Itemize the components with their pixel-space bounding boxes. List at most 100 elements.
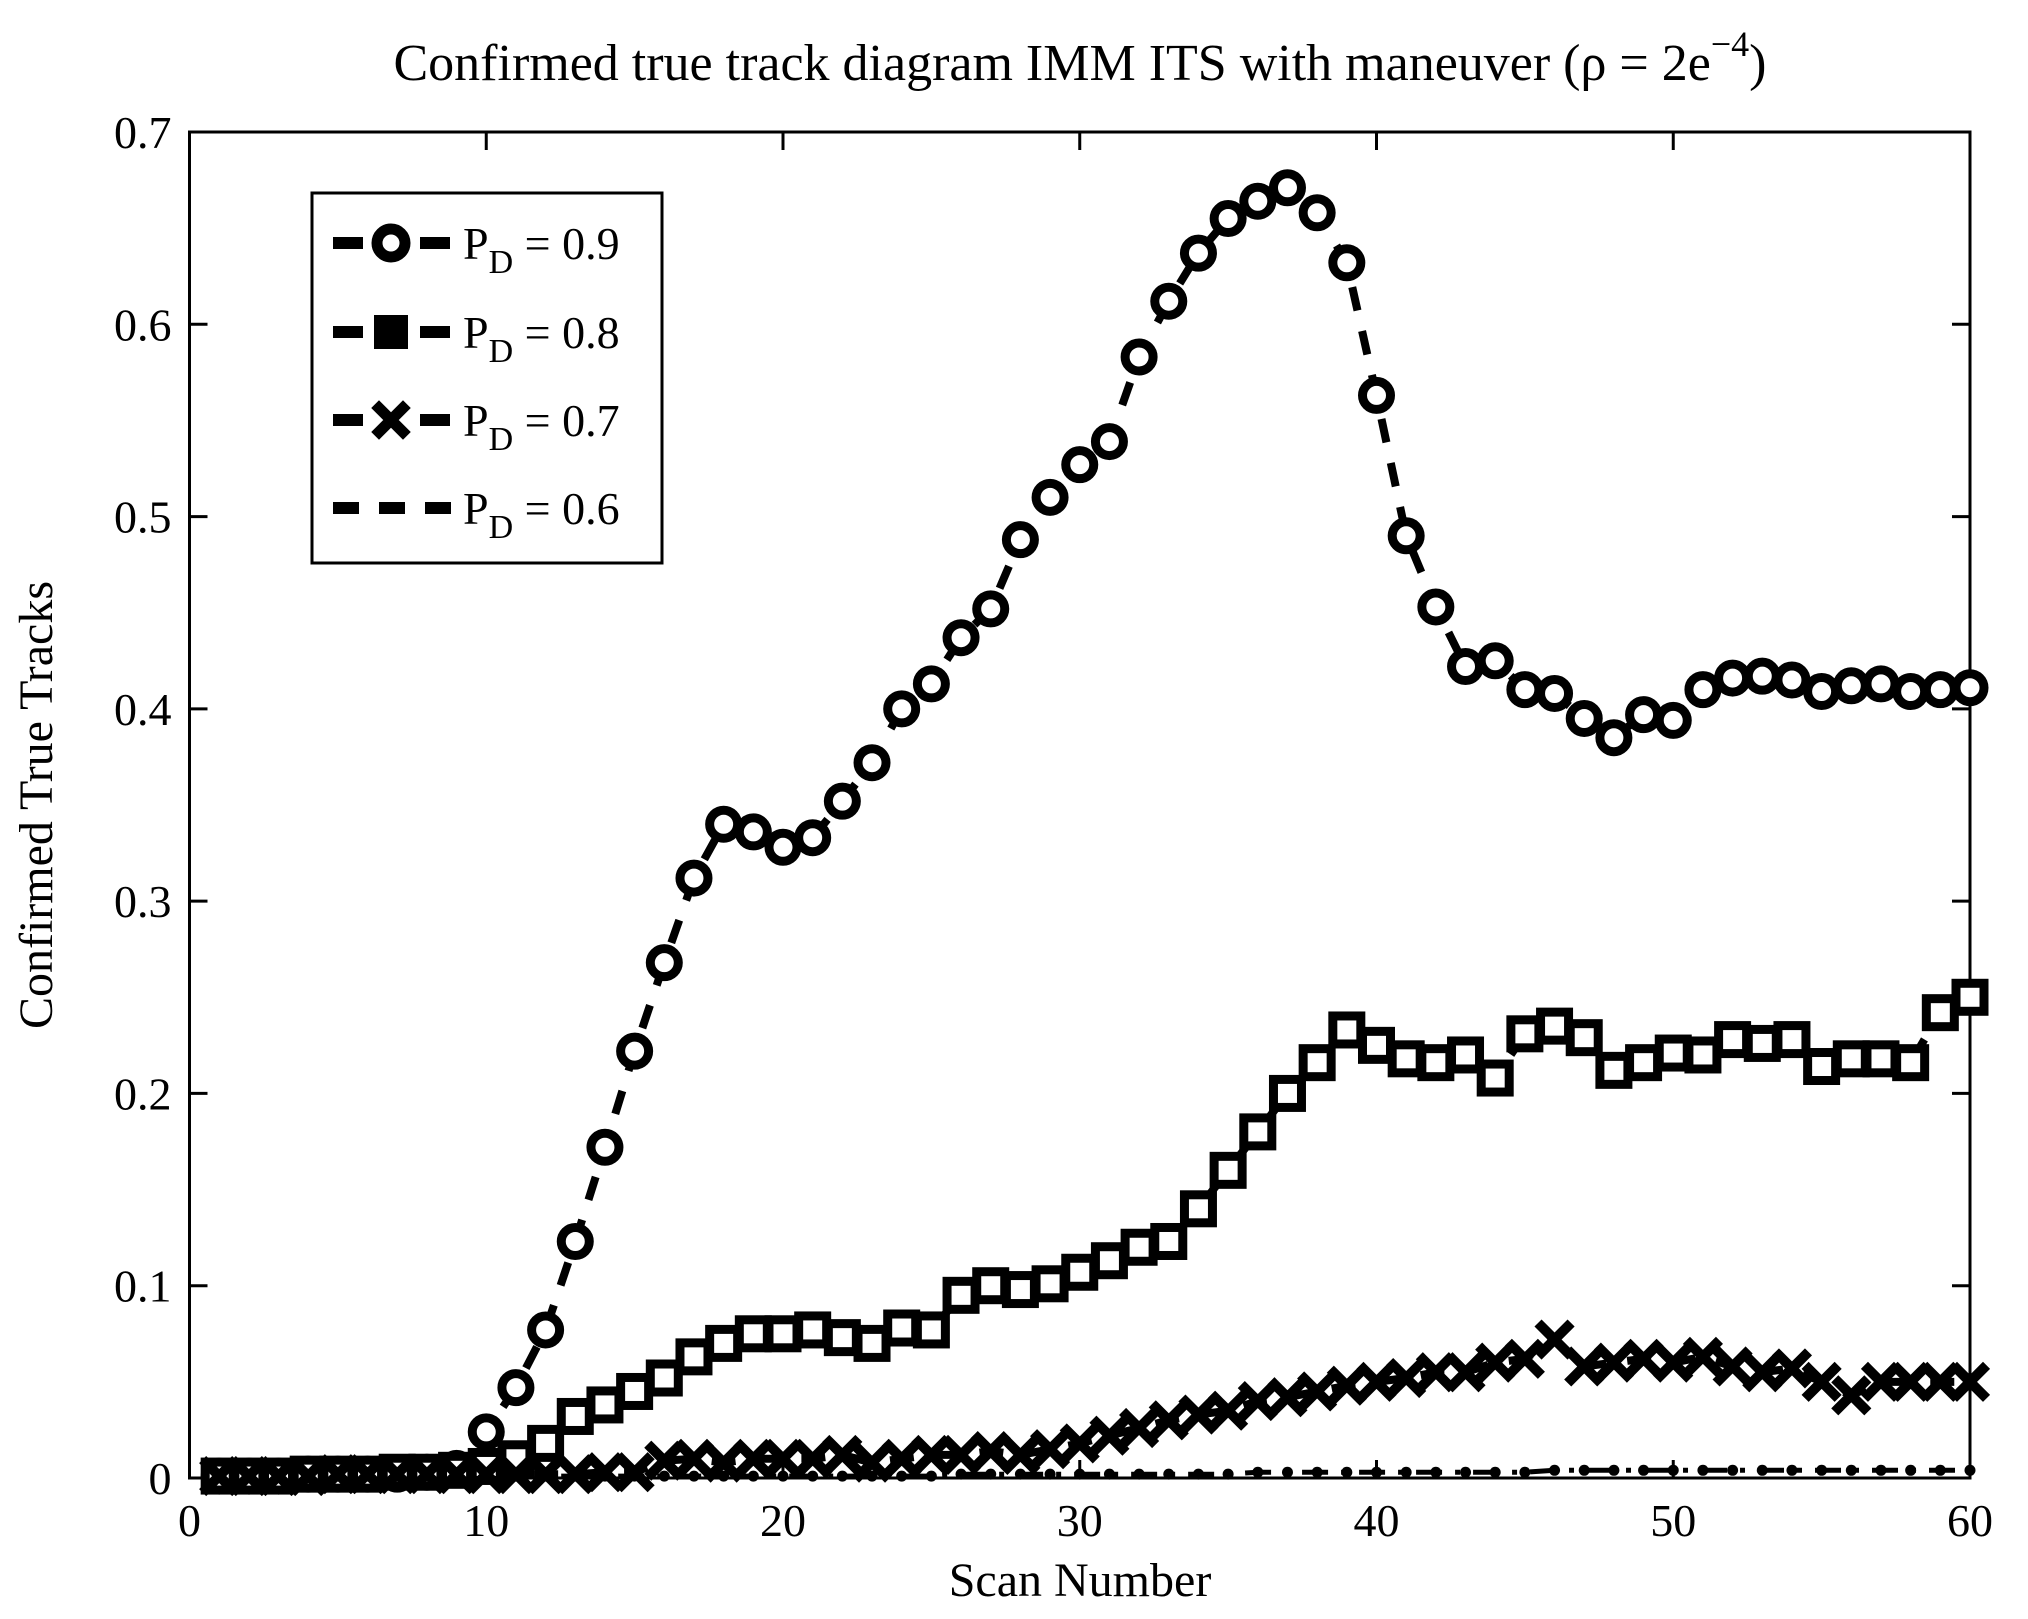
dot-marker	[480, 1470, 492, 1482]
circle-marker	[1684, 671, 1722, 709]
x-marker	[1949, 1361, 1991, 1402]
dot-marker	[1727, 1464, 1739, 1476]
series-markers	[199, 169, 1991, 1497]
dot-marker	[1192, 1468, 1204, 1480]
dot-marker	[1786, 1464, 1798, 1476]
x-marker	[911, 1434, 952, 1476]
square-marker	[912, 1311, 950, 1349]
square-marker	[1239, 1113, 1277, 1151]
markers-P_D=0.8	[200, 978, 1989, 1495]
dot-marker	[213, 1470, 225, 1482]
legend-entry: PD = 0.6	[333, 483, 620, 546]
square-marker	[1209, 1151, 1247, 1189]
markers-P_D=0.7	[199, 1319, 1991, 1497]
dot-marker	[866, 1470, 878, 1482]
circle-marker	[616, 1032, 654, 1070]
circle-marker	[1892, 673, 1930, 711]
dot-marker	[836, 1470, 848, 1482]
circle-marker	[1921, 671, 1959, 709]
square-marker	[1625, 1044, 1663, 1082]
circle-marker	[1803, 673, 1841, 711]
x-marker	[1445, 1352, 1486, 1393]
square-marker	[675, 1338, 713, 1376]
square-marker	[705, 1324, 743, 1362]
legend-entry: PD = 0.8	[333, 307, 620, 370]
dot-marker	[451, 1470, 463, 1482]
circle-marker	[942, 619, 980, 657]
square-marker	[556, 1397, 594, 1435]
square-marker	[883, 1309, 921, 1347]
x-marker	[1148, 1400, 1189, 1441]
square-marker	[586, 1386, 624, 1424]
dot-marker	[302, 1470, 314, 1482]
x-marker	[1000, 1434, 1041, 1476]
legend: PD = 0.9 PD = 0.8 PD = 0.7 PD = 0.6	[310, 191, 664, 565]
circle-marker	[1565, 699, 1603, 737]
dot-marker	[925, 1470, 937, 1482]
circle-marker	[1239, 182, 1277, 220]
square-marker	[764, 1315, 802, 1353]
y-axis-label: Confirmed True Tracks	[10, 581, 63, 1029]
x-marker	[762, 1438, 804, 1479]
dot-marker	[1430, 1466, 1442, 1478]
square-marker	[1684, 1036, 1722, 1074]
circle-marker	[1476, 642, 1514, 680]
circle-marker	[1298, 194, 1336, 232]
square-marker	[1832, 1040, 1870, 1078]
square-marker	[823, 1319, 861, 1357]
dot-marker	[1489, 1466, 1501, 1478]
circle-marker	[734, 813, 772, 851]
legend-entry: PD = 0.9	[333, 218, 620, 281]
circle-marker	[1031, 478, 1069, 516]
circle-marker	[645, 944, 683, 982]
markers-P_D=0.6	[213, 1464, 1976, 1482]
dot-marker	[1697, 1464, 1709, 1476]
square-marker	[1565, 1019, 1603, 1057]
x-marker	[1623, 1338, 1664, 1379]
square-marker	[1506, 1015, 1544, 1053]
dot-marker	[1281, 1466, 1293, 1478]
x-marker	[1029, 1429, 1071, 1470]
x-marker	[1119, 1407, 1160, 1449]
circle-marker	[467, 1413, 505, 1451]
dot-marker	[777, 1470, 789, 1482]
dot-marker	[1341, 1466, 1353, 1478]
x-marker	[1742, 1352, 1783, 1393]
x-marker	[644, 1440, 685, 1481]
legend-label: PD = 0.6	[463, 483, 620, 546]
circle-marker	[1328, 244, 1366, 282]
circle-marker	[527, 1311, 565, 1349]
circle-marker	[1358, 376, 1395, 414]
dot-marker	[896, 1470, 908, 1482]
x-marker	[970, 1431, 1011, 1472]
dot-marker	[1816, 1464, 1828, 1476]
dot-marker	[362, 1470, 374, 1482]
circle-marker	[1387, 517, 1425, 555]
dot-marker	[1371, 1466, 1382, 1478]
x-marker	[1386, 1357, 1427, 1399]
circle-marker	[586, 1128, 624, 1166]
circle-marker	[1268, 169, 1306, 207]
dot-marker	[540, 1470, 552, 1482]
y-tick-label: 0	[149, 1453, 172, 1504]
x-marker	[1593, 1342, 1634, 1383]
square-marker	[1803, 1048, 1841, 1086]
dot-marker	[1074, 1468, 1086, 1480]
square-marker	[1921, 994, 1959, 1032]
dot-marker	[688, 1470, 700, 1482]
dot-marker	[421, 1470, 433, 1482]
dot-marker	[1934, 1464, 1946, 1476]
dot-marker	[1133, 1468, 1145, 1480]
dot-marker	[510, 1470, 522, 1482]
dot-marker	[1103, 1468, 1115, 1480]
dot-marker	[985, 1468, 997, 1480]
circle-marker	[972, 590, 1010, 628]
y-tick-label: 0.3	[114, 876, 172, 927]
circle-marker	[1743, 657, 1781, 695]
legend-label: PD = 0.7	[463, 395, 620, 458]
dot-marker	[1252, 1466, 1264, 1478]
dot-marker	[1014, 1468, 1026, 1480]
x-tick-label: 20	[760, 1495, 806, 1546]
x-marker	[1059, 1423, 1100, 1464]
